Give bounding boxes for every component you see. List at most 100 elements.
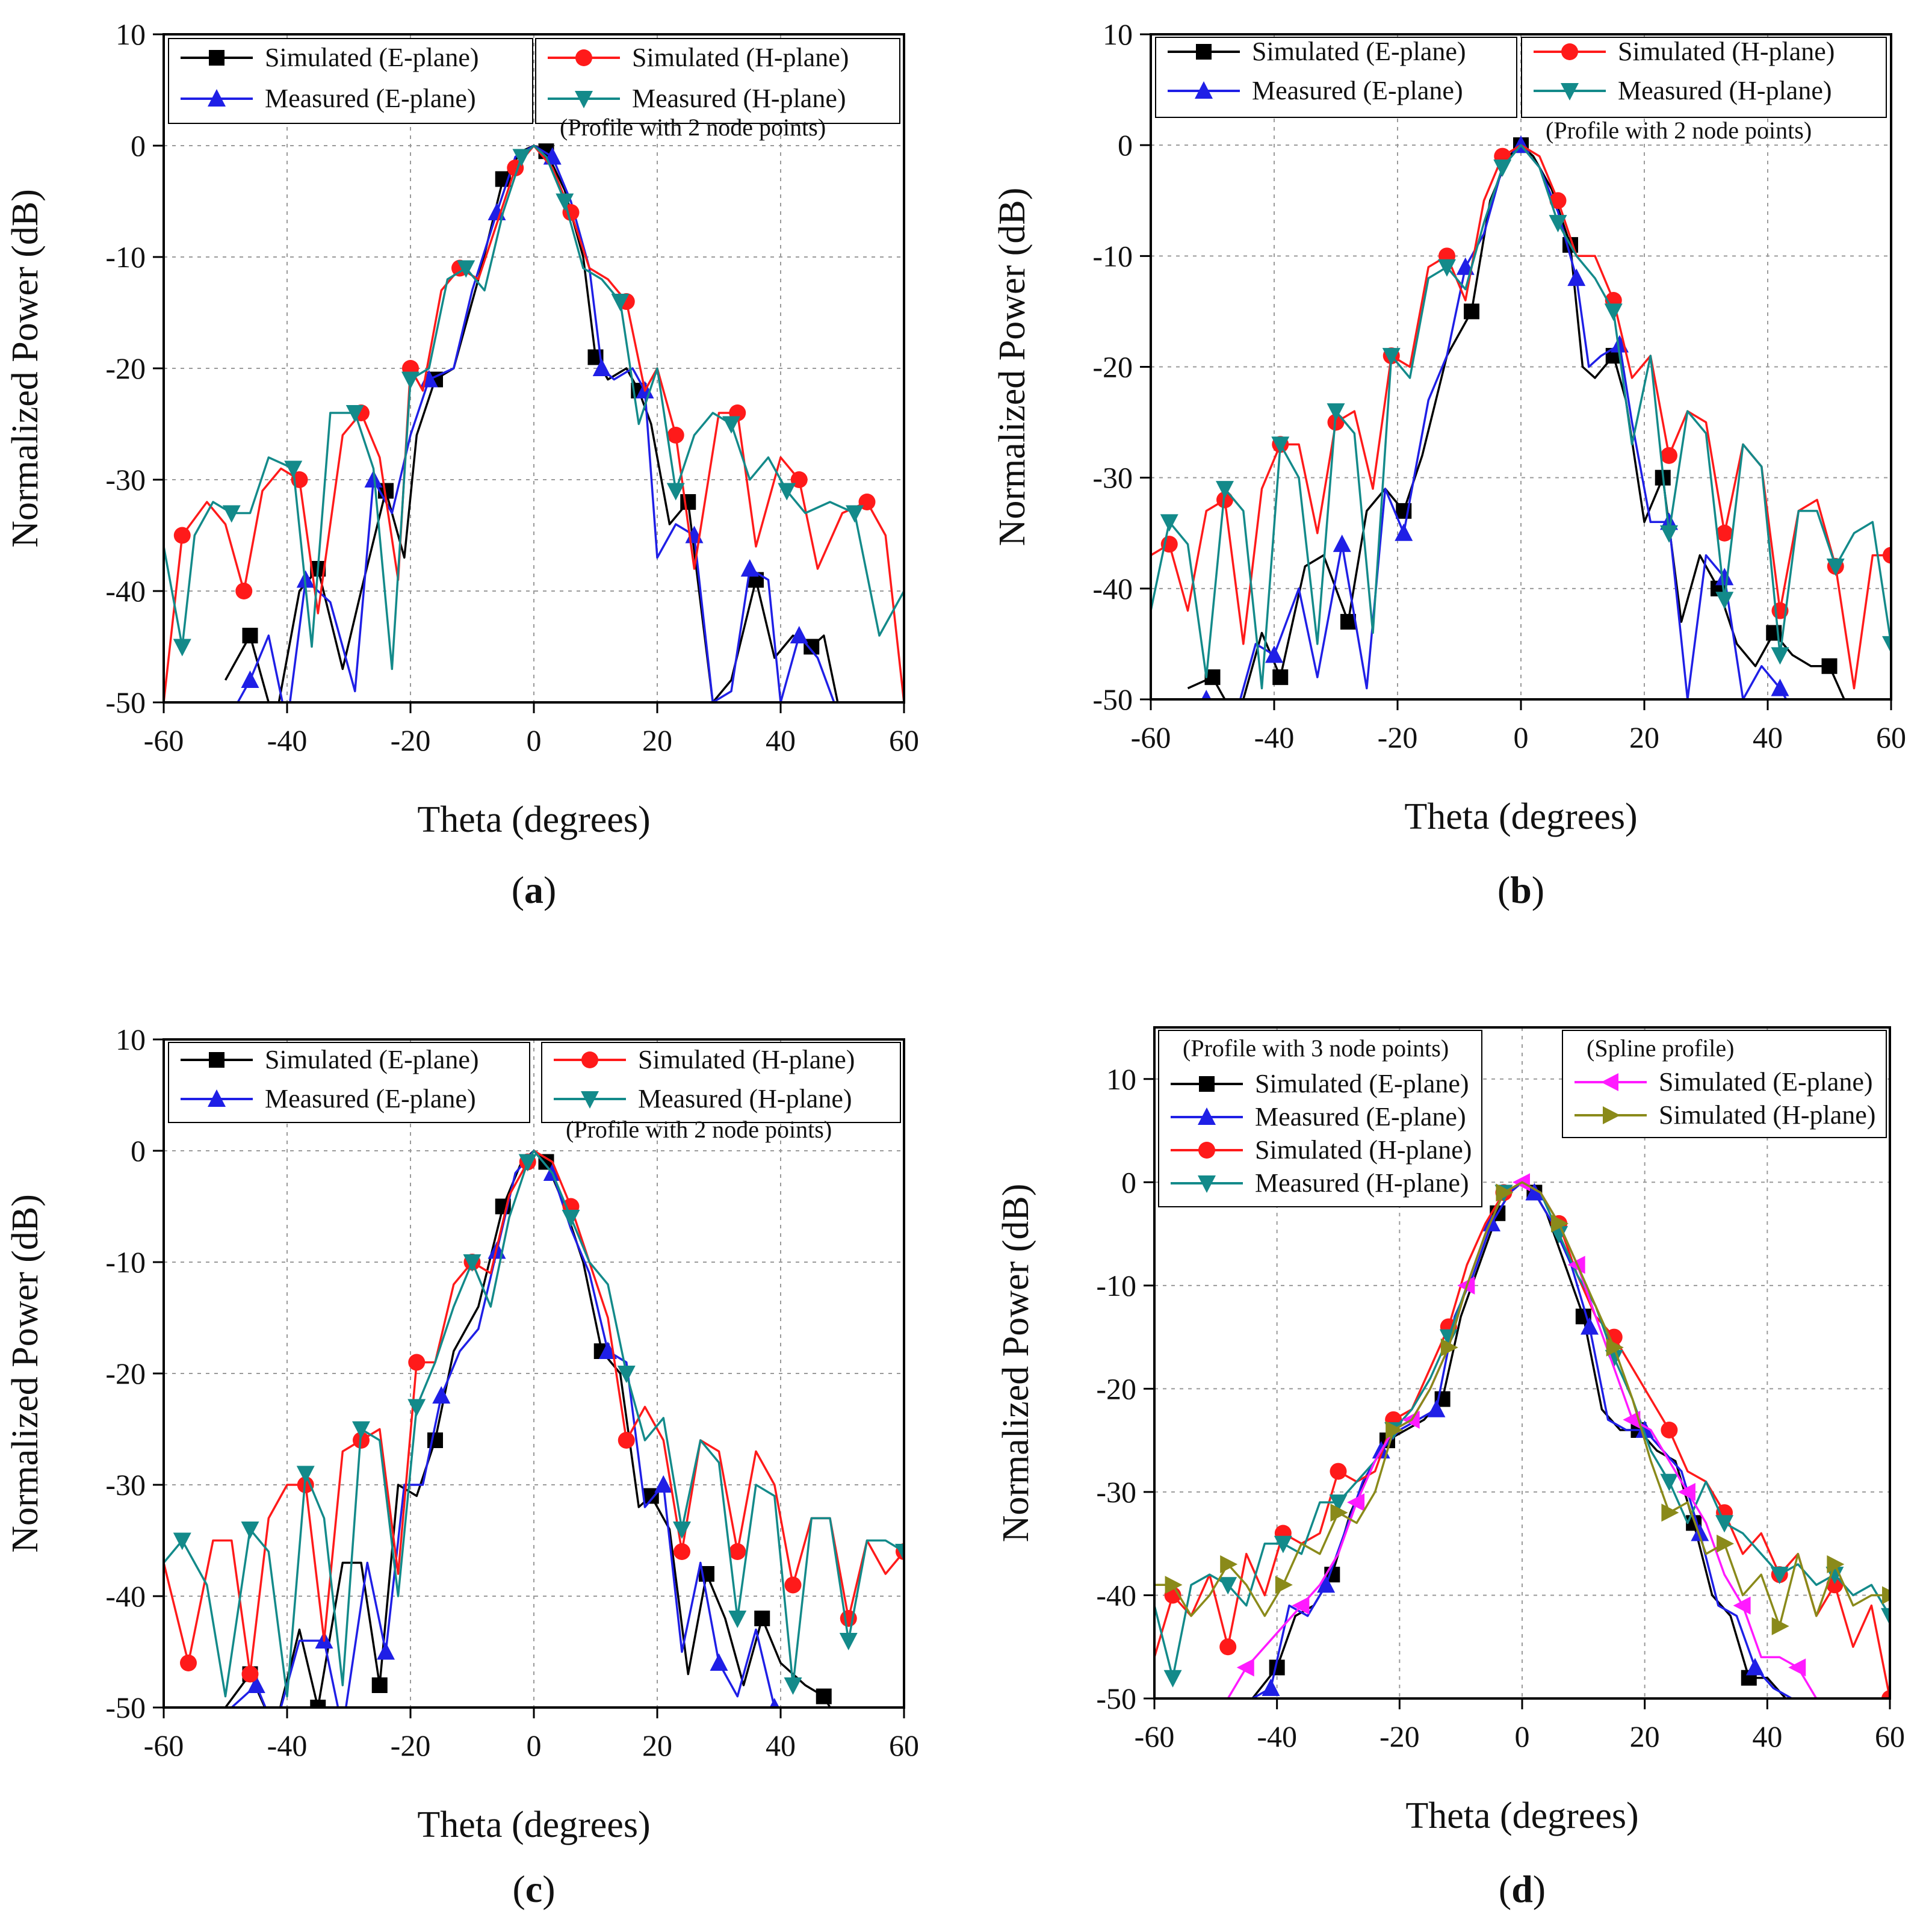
y-tick-label: -50 xyxy=(1092,683,1133,716)
data-point-meas_e xyxy=(1201,690,1212,699)
data-point-sim_e xyxy=(310,1700,326,1708)
data-point-sim_h xyxy=(1549,192,1567,209)
data-point-sim_e xyxy=(1821,658,1838,674)
y-tick-label: -40 xyxy=(105,574,146,608)
legend-group: Simulated (E-plane)Simulated (H-plane) (S… xyxy=(1562,1030,1887,1138)
data-point-meas_h xyxy=(1715,592,1734,610)
legend-marker-meas_e xyxy=(1195,81,1213,99)
data-point-meas_h xyxy=(1882,636,1891,654)
data-point-spline_h xyxy=(1496,1183,1514,1202)
y-tick-label: -50 xyxy=(105,1691,146,1724)
x-tick-label: -40 xyxy=(1257,1720,1297,1753)
x-tick-label: 40 xyxy=(1753,720,1783,754)
caption-letter: b xyxy=(1510,868,1532,911)
y-tick-label: -20 xyxy=(1092,350,1133,384)
legend-marker-spline_h xyxy=(1603,1106,1620,1124)
data-point-meas_h xyxy=(1549,215,1567,233)
data-point-meas_e xyxy=(1262,1678,1280,1696)
y-tick-label: -40 xyxy=(1092,572,1133,605)
data-point-meas_h xyxy=(345,405,364,423)
legend-marker-spline_e xyxy=(1601,1073,1618,1091)
data-point-spline_h xyxy=(1606,1338,1624,1357)
data-point-sim_h xyxy=(1330,1463,1347,1480)
data-point-meas_e xyxy=(247,1676,265,1693)
data-point-meas_h xyxy=(611,294,630,311)
x-tick-label: -60 xyxy=(144,723,184,757)
y-axis-title: Normalized Power (dB) xyxy=(996,1184,1036,1543)
data-point-meas_h xyxy=(617,1366,636,1383)
caption-paren: ) xyxy=(1533,1868,1546,1910)
data-point-spline_h xyxy=(1771,1617,1789,1635)
legend-marker-sim_h xyxy=(1561,43,1578,60)
data-point-meas_h xyxy=(1274,1535,1292,1553)
y-tick-label: -40 xyxy=(1096,1578,1136,1612)
x-tick-label: 40 xyxy=(766,1729,796,1762)
caption-paren: ) xyxy=(1532,868,1544,911)
data-point-sim_h xyxy=(729,1543,746,1560)
data-point-meas_h xyxy=(241,1522,259,1539)
legend-entry-sim_h: Simulated (H-plane) xyxy=(638,1045,855,1074)
legend-entry-meas_e: Measured (E-plane) xyxy=(265,1084,476,1113)
legend-note: (Profile with 2 node points) xyxy=(1546,117,1812,144)
legend-marker-sim_h xyxy=(575,49,592,66)
x-axis-title: Theta (degrees) xyxy=(417,799,650,840)
x-tick-label: 60 xyxy=(1875,1720,1905,1753)
data-point-meas_e xyxy=(1691,1523,1709,1541)
data-point-spline_e xyxy=(1292,1596,1310,1615)
data-point-sim_h xyxy=(408,1354,426,1371)
data-point-meas_e xyxy=(1771,678,1789,696)
y-tick-label: -10 xyxy=(1096,1269,1136,1302)
legend-entry-spline_h: Simulated (H-plane) xyxy=(1659,1100,1875,1130)
data-point-meas_h xyxy=(784,1677,802,1695)
y-tick-label: 10 xyxy=(1103,17,1133,51)
data-point-meas_h xyxy=(728,1611,747,1628)
caption-paren: ( xyxy=(1497,868,1510,911)
x-tick-label: -60 xyxy=(1135,1720,1175,1753)
legend-entry-spline_e: Simulated (E-plane) xyxy=(1659,1067,1873,1097)
panel-caption: (c) xyxy=(512,1868,555,1910)
legend-note: (Profile with 3 node points) xyxy=(1183,1035,1449,1062)
x-tick-label: 20 xyxy=(642,723,672,757)
data-point-meas_h xyxy=(562,1210,580,1227)
data-point-sim_e xyxy=(371,1677,388,1693)
data-point-meas_h xyxy=(1216,481,1234,499)
data-point-meas_h xyxy=(778,483,796,501)
data-point-spline_e xyxy=(1236,1658,1254,1677)
data-point-spline_h xyxy=(1386,1421,1404,1439)
x-tick-label: 60 xyxy=(889,723,919,757)
panel-caption: (a) xyxy=(512,868,557,911)
data-point-sim_h xyxy=(673,1543,690,1560)
x-tick-label: -60 xyxy=(1131,720,1171,754)
data-point-meas_h xyxy=(1771,647,1789,665)
y-tick-label: -10 xyxy=(105,240,146,274)
legend-entry-meas_h: Measured (H-plane) xyxy=(1255,1168,1469,1198)
y-tick-label: 10 xyxy=(116,17,146,51)
data-point-spline_h xyxy=(1551,1214,1569,1233)
y-tick-label: -30 xyxy=(105,1468,146,1502)
data-point-spline_h xyxy=(1717,1534,1735,1553)
series-line-spline_h xyxy=(1154,1181,1890,1627)
x-axis-title: Theta (degrees) xyxy=(1404,796,1637,837)
data-point-meas_h xyxy=(1604,303,1623,321)
x-tick-label: 0 xyxy=(527,723,542,757)
legend-entry-sim_e: Simulated (E-plane) xyxy=(1255,1069,1469,1098)
data-point-meas_e xyxy=(710,1653,728,1671)
data-point-meas_h xyxy=(1438,259,1456,277)
data-point-meas_h xyxy=(173,639,191,657)
data-point-spline_h xyxy=(1827,1555,1845,1573)
legend-marker-meas_e xyxy=(208,1089,226,1107)
legend-marker-meas_h xyxy=(1561,83,1579,101)
data-point-spline_h xyxy=(1275,1576,1293,1594)
legend-group: Simulated (H-plane) Measured (H-plane)(Pr… xyxy=(535,38,900,141)
chart-panel-c: -60 -40 -20 0 20 40 60 10 0 -10 -20 -30 -40 -50 Theta … xyxy=(5,1023,919,1910)
x-tick-label: 0 xyxy=(1515,1720,1530,1753)
data-point-meas_h xyxy=(839,1633,858,1650)
data-point-meas_h xyxy=(1329,1494,1348,1512)
data-point-meas_h xyxy=(1163,1670,1182,1688)
caption-letter: c xyxy=(525,1868,542,1910)
legend-entry-meas_h: Measured (H-plane) xyxy=(1618,76,1832,105)
data-point-meas_h xyxy=(895,1544,904,1561)
y-tick-label: -10 xyxy=(105,1245,146,1279)
y-tick-label: -20 xyxy=(105,1357,146,1390)
legend-marker-meas_e xyxy=(1198,1107,1216,1125)
